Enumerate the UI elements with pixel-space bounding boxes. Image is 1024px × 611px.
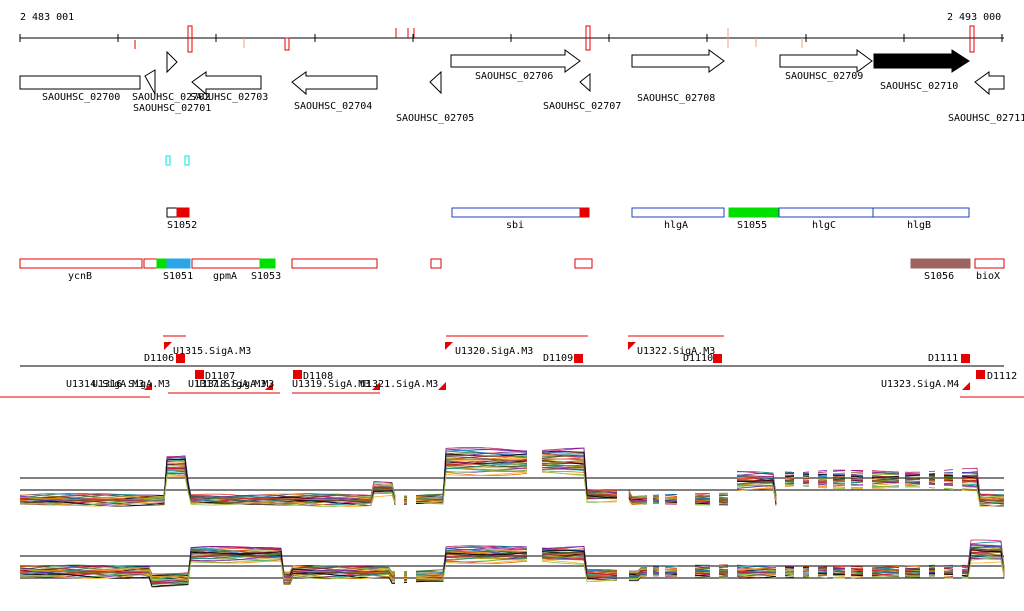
gene-label: SAOUHSC_02702 [132, 92, 210, 103]
svg-text:gpmA: gpmA [213, 271, 237, 282]
terminator-label: D1108 [303, 371, 333, 382]
feature-hlgA[interactable]: hlgA [631, 207, 725, 231]
expression-trace [20, 469, 1005, 507]
feature-segment[interactable] [430, 258, 442, 269]
gene-label: SAOUHSC_02703 [190, 92, 268, 103]
promoter-label: U1321.SigA.M3 [360, 379, 438, 390]
expression-trace [19, 449, 1005, 505]
feature-segment[interactable] [143, 258, 158, 269]
gene-SAOUHSC_02700[interactable]: SAOUHSC_02700 [19, 75, 141, 103]
gene-SAOUHSC_02702[interactable]: SAOUHSC_02702 [132, 50, 210, 103]
expression-trace [20, 556, 1005, 584]
svg-text:S1053: S1053 [251, 271, 281, 282]
svg-text:S1051: S1051 [163, 271, 193, 282]
gene-SAOUHSC_02707[interactable]: SAOUHSC_02707 [543, 72, 621, 112]
terminator-label: D1109 [543, 353, 573, 364]
feature-track-1: S1052 sbi hlgA S1055 hlgC hlgB [166, 207, 970, 231]
terminator-label: D1111 [928, 353, 958, 364]
gene-label: SAOUHSC_02701 [133, 103, 211, 114]
feature-S1055[interactable]: S1055 [728, 207, 779, 231]
feature-hlgB[interactable]: hlgB [872, 207, 970, 231]
promoter-label: U1322.SigA.M3 [637, 346, 715, 357]
gene-label: SAOUHSC_02700 [42, 92, 120, 103]
feature-S1051[interactable]: S1051 [156, 258, 193, 282]
gene-SAOUHSC_02706[interactable]: SAOUHSC_02706 [450, 49, 581, 82]
gene-label: SAOUHSC_02710 [880, 81, 958, 92]
terminator-label: D1112 [987, 371, 1017, 382]
promoter-label: U1319.SigA.M3 [292, 379, 370, 390]
gene-SAOUHSC_02701[interactable]: SAOUHSC_02701 [133, 69, 211, 114]
feature-S1053[interactable]: S1053 [251, 258, 281, 282]
feature-sbi[interactable]: sbi [451, 207, 590, 231]
coordinate-ruler [19, 25, 1004, 53]
gene-label: SAOUHSC_02708 [637, 93, 715, 104]
svg-text:S1056: S1056 [924, 271, 954, 282]
gene-SAOUHSC_02709[interactable]: SAOUHSC_02709 [779, 49, 873, 82]
terminator-label: D1107 [205, 371, 235, 382]
expression-panel-2 [19, 539, 1005, 588]
gene-SAOUHSC_02703[interactable]: SAOUHSC_02703 [190, 71, 268, 103]
svg-text:hlgA: hlgA [664, 220, 688, 231]
gene-SAOUHSC_02705[interactable]: SAOUHSC_02705 [396, 70, 474, 124]
end-coordinate: 2 493 000 [947, 12, 1002, 23]
svg-text:hlgC: hlgC [812, 220, 836, 231]
expression-lines-2 [19, 539, 1005, 588]
gene-SAOUHSC_02711[interactable]: SAOUHSC_02711 [948, 71, 1024, 124]
svg-text:sbi: sbi [506, 220, 524, 231]
gene-SAOUHSC_02710[interactable]: SAOUHSC_02710 [873, 49, 970, 92]
gene-label: SAOUHSC_02705 [396, 113, 474, 124]
svg-text:ycnB: ycnB [68, 271, 92, 282]
svg-text:S1055: S1055 [737, 220, 767, 231]
gene-label: SAOUHSC_02706 [475, 71, 553, 82]
feature-ycnB[interactable]: ycnB [19, 258, 143, 282]
promoter-label: U1314.SigA.M3 [66, 379, 144, 390]
regulatory-track: U1315.SigA.M3 U1320.SigA.M3 U1322.SigA.M… [0, 335, 1024, 398]
gene-label: SAOUHSC_02711 [948, 113, 1024, 124]
feature-segment[interactable] [574, 258, 593, 269]
feature-gpmA[interactable]: gpmA [191, 258, 261, 282]
feature-S1052[interactable]: S1052 [166, 207, 197, 231]
promoter-label: U1317.SigA.M3 [188, 379, 266, 390]
promoter-label: U1320.SigA.M3 [455, 346, 533, 357]
feature-track-2: ycnB S1051 gpmA S1053 S1056 bioX [19, 258, 1005, 282]
terminator-label: D1106 [144, 353, 174, 364]
svg-text:bioX: bioX [976, 271, 1000, 282]
feature-bioX[interactable]: bioX [974, 258, 1005, 282]
promoter-label: U1323.SigA.M4 [881, 379, 959, 390]
feature-segment[interactable] [291, 258, 378, 269]
svg-text:hlgB: hlgB [907, 220, 931, 231]
promoter-label: U1316.SigA.M3 [92, 379, 170, 390]
expression-panel-1 [19, 447, 1005, 507]
expression-trace [19, 471, 1005, 507]
gene-label: SAOUHSC_02707 [543, 101, 621, 112]
feature-S1056[interactable]: S1056 [910, 258, 971, 282]
feature-hlgC[interactable]: hlgC [778, 207, 874, 231]
start-coordinate: 2 483 001 [20, 12, 75, 23]
promoter-label: U1315.SigA.M3 [173, 346, 251, 357]
expression-lines-1 [19, 447, 1005, 507]
gene-label: SAOUHSC_02709 [785, 71, 863, 82]
gene-SAOUHSC_02708[interactable]: SAOUHSC_02708 [631, 49, 725, 104]
gene-SAOUHSC_02704[interactable]: SAOUHSC_02704 [291, 71, 378, 112]
svg-text:S1052: S1052 [167, 220, 197, 231]
cyan-marks [165, 155, 190, 166]
gene-label: SAOUHSC_02704 [294, 101, 372, 112]
gene-track: SAOUHSC_02700 SAOUHSC_02701 SAOUHSC_0270… [19, 49, 1024, 124]
promoter-label: U1318.SigA.M3 [196, 379, 274, 390]
terminator-label: D1110 [683, 353, 713, 364]
